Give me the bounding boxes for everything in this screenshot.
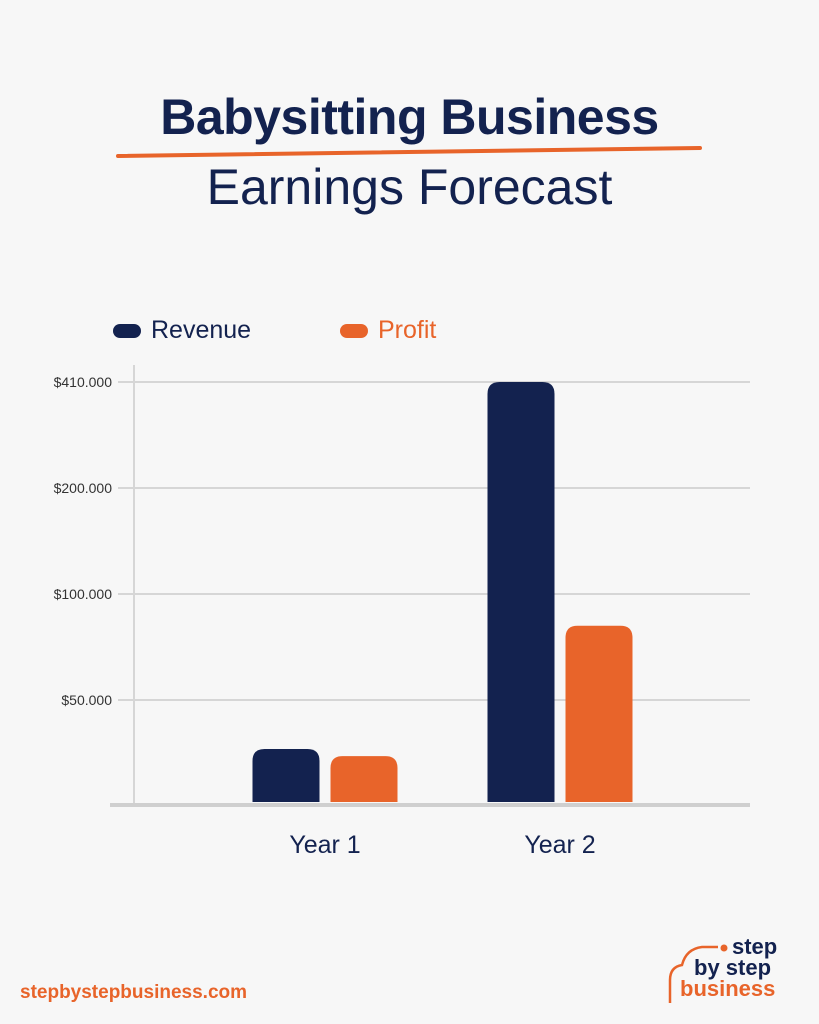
- y-tick-label: $50.000: [61, 692, 112, 708]
- chart-title-line2: Earnings Forecast: [206, 159, 613, 215]
- bar-profit-year-2: [565, 625, 633, 802]
- legend-item-revenue: Revenue: [113, 316, 251, 345]
- footer-url[interactable]: stepbystepbusiness.com: [20, 982, 248, 1003]
- logo: step by step business: [660, 935, 800, 1005]
- bar-revenue-year-2: [487, 382, 555, 802]
- bar-revenue-year-1: [252, 748, 320, 802]
- bar-profit-year-1: [330, 756, 398, 802]
- y-tick-label: $100.000: [54, 586, 113, 602]
- logo-text-business: business: [680, 976, 776, 1001]
- legend-label-profit: Profit: [378, 316, 437, 344]
- legend-swatch-revenue: [113, 323, 141, 338]
- logo-text-step: step: [732, 934, 778, 959]
- logo-text-by-step: by step: [694, 955, 772, 980]
- legend-label-revenue: Revenue: [151, 316, 252, 344]
- y-tick-label: $200.000: [54, 480, 113, 496]
- x-tick-label: Year 2: [524, 831, 595, 859]
- y-tick-label: $410.000: [54, 374, 113, 390]
- title-underline: [116, 146, 702, 158]
- legend-item-profit: Profit: [340, 316, 436, 345]
- bar-chart: $50.000 $100.000 $200.000 $410.000 Year 1 Yea…: [54, 365, 750, 859]
- logo-arc-icon: [668, 944, 728, 1003]
- legend-swatch-profit: [340, 323, 368, 338]
- chart-title-line1: Babysitting Business: [160, 89, 659, 145]
- x-tick-label: Year 1: [289, 831, 360, 859]
